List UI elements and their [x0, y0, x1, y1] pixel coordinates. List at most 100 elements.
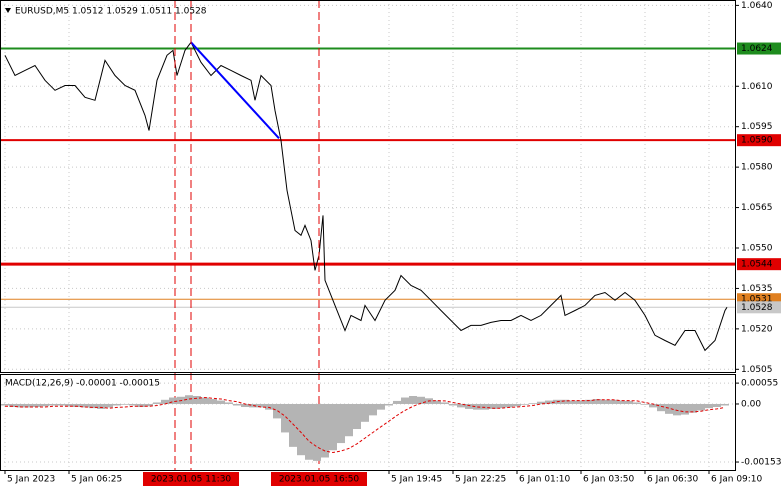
macd-bar	[473, 403, 481, 410]
time-marker-label: 2023.01.05 11:30	[151, 475, 232, 485]
macd-bar	[193, 396, 201, 404]
y-tick-label: 1.0610	[741, 82, 773, 92]
macd-bar	[417, 396, 425, 404]
macd-bar	[241, 403, 249, 408]
macd-bar	[201, 397, 209, 404]
y-tick-label: 0.00055	[741, 379, 778, 389]
macd-bar	[617, 400, 625, 404]
macd-bar	[625, 400, 633, 404]
time-marker-label: 2023.01.05 16:50	[279, 475, 360, 485]
x-tick-label: 6 Jan 03:50	[583, 475, 635, 485]
level-label-box	[737, 301, 781, 314]
y-tick-label: 1.0595	[741, 122, 773, 132]
macd-bar	[0, 403, 9, 406]
macd-bar	[9, 403, 17, 408]
y-tick-label: 1.0640	[741, 1, 773, 11]
macd-bar	[257, 403, 265, 408]
level-label: 1.0528	[741, 303, 773, 313]
macd-bar	[265, 403, 273, 410]
level-label: 1.0544	[741, 260, 773, 270]
macd-bar	[457, 403, 465, 408]
macd-bar	[585, 399, 593, 404]
macd-bar	[521, 403, 529, 405]
macd-bar	[97, 403, 105, 409]
macd-bar	[545, 400, 553, 404]
macd-bar	[281, 403, 289, 433]
macd-bar	[329, 403, 337, 451]
macd-bar	[137, 403, 145, 408]
time-marker-box	[271, 472, 367, 486]
macd-bar	[689, 403, 697, 413]
macd-bar	[185, 395, 193, 404]
macd-bar	[225, 402, 233, 404]
macd-bar	[369, 403, 377, 416]
x-tick-label: 5 Jan 06:25	[71, 475, 122, 485]
macd-bar	[345, 403, 353, 437]
macd-bar	[577, 400, 585, 404]
trend-line	[190, 41, 280, 139]
macd-bar	[273, 403, 281, 419]
macd-bar	[89, 403, 97, 409]
y-tick-label: 0.00	[741, 399, 761, 409]
level-label: 1.0624	[741, 44, 773, 54]
x-tick-label: 6 Jan 06:30	[647, 475, 699, 485]
macd-bar	[681, 403, 689, 415]
macd-bar	[505, 403, 513, 408]
overlay-layer: 1.0640 1.0610 1.0595 1.0580 1.0565 1.0550 1.05…	[7, 1, 781, 486]
macd-bar	[393, 400, 401, 404]
macd-bar	[169, 397, 177, 404]
level-label: 1.0531	[741, 295, 773, 305]
macd-bar	[361, 403, 369, 422]
macd-bar	[641, 403, 649, 405]
x-tick-label: 6 Jan 09:10	[711, 475, 763, 485]
macd-bar	[449, 403, 457, 406]
menu-icon[interactable]	[5, 8, 11, 13]
macd-bar	[321, 403, 329, 458]
macd-bar	[113, 403, 121, 406]
macd-bar	[601, 399, 609, 404]
macd-bar	[465, 403, 473, 409]
macd-bar	[41, 403, 49, 407]
macd-bar	[433, 400, 441, 404]
macd-bar	[713, 403, 721, 408]
level-label-box	[737, 42, 781, 55]
macd-bar	[657, 403, 665, 412]
macd-bar	[441, 402, 449, 404]
macd-bar	[25, 403, 33, 408]
macd-bar	[217, 400, 225, 404]
macd-bar	[209, 399, 217, 404]
y-tick-label: -0.00153	[741, 458, 781, 468]
time-marker-box	[143, 472, 239, 486]
macd-bar	[385, 403, 393, 406]
macd-bar	[721, 403, 729, 406]
macd-bar	[233, 403, 241, 406]
macd-bar	[161, 399, 169, 404]
macd-bar	[497, 403, 505, 409]
y-tick-label: 1.0550	[741, 244, 773, 254]
macd-bar	[489, 403, 497, 409]
x-tick-label: 5 Jan 2023	[7, 475, 55, 485]
macd-bar	[377, 403, 385, 410]
macd-bar	[249, 403, 257, 408]
level-label-box	[737, 258, 781, 271]
macd-bar	[313, 403, 321, 461]
macd-bar	[409, 396, 417, 404]
macd-panel-border	[0, 374, 736, 471]
level-label: 1.0590	[741, 136, 773, 146]
macd-bar	[121, 403, 129, 405]
macd-bar	[537, 401, 545, 404]
macd-bar	[145, 403, 153, 407]
price-line	[4, 41, 728, 352]
macd-bar	[105, 403, 113, 408]
macd-bar	[569, 400, 577, 404]
macd-bar	[289, 403, 297, 447]
macd-title: MACD(12,26,9) -0.00001 -0.00015	[5, 379, 160, 389]
macd-bar	[401, 397, 409, 404]
macd-bar	[633, 402, 641, 404]
y-tick-label: 1.0520	[741, 324, 773, 334]
macd-bar	[81, 403, 89, 408]
y-tick-label: 1.0505	[741, 365, 773, 375]
